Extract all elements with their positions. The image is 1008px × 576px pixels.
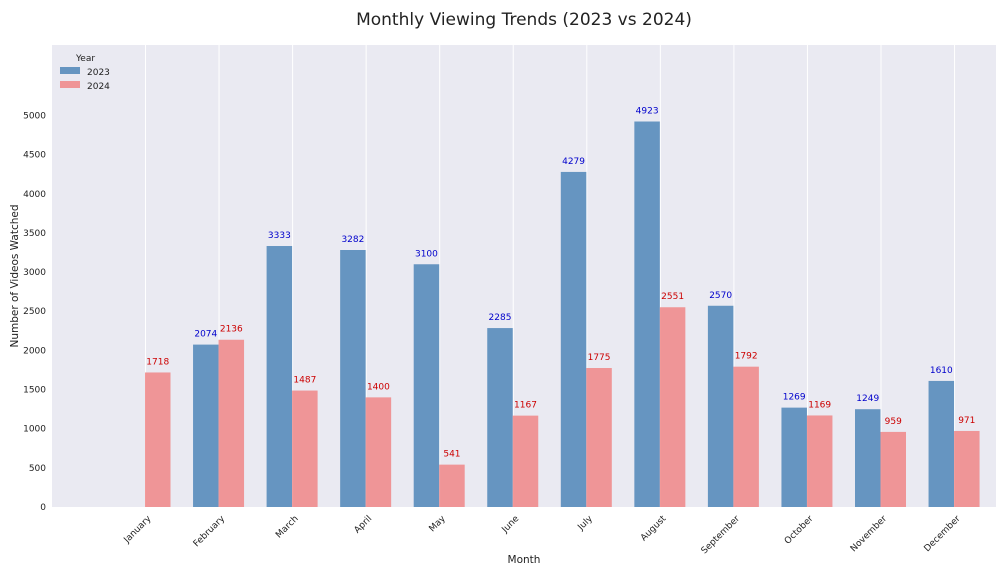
bar-value-label: 541 xyxy=(443,450,460,460)
bar-value-label: 2074 xyxy=(194,330,217,340)
bar-2024-april xyxy=(365,397,392,507)
bar-2023-july xyxy=(560,171,587,507)
y-tick-label: 3000 xyxy=(23,268,46,278)
bar-value-label: 3333 xyxy=(268,231,291,241)
bar-2024-november xyxy=(880,431,906,507)
bar-2024-june xyxy=(512,415,539,507)
bar-value-label: 1249 xyxy=(856,394,879,404)
bar-value-label: 1169 xyxy=(808,400,831,410)
legend-title: Year xyxy=(75,54,95,64)
bar-value-label: 2570 xyxy=(709,291,732,301)
y-tick-label: 1500 xyxy=(23,386,46,396)
bar-value-label: 4923 xyxy=(636,107,659,117)
bar-value-label: 3282 xyxy=(341,235,364,245)
chart-title: Monthly Viewing Trends (2023 vs 2024) xyxy=(356,10,692,30)
bar-value-label: 2551 xyxy=(661,292,684,302)
legend-swatch-2024 xyxy=(60,81,80,88)
y-tick-label: 3500 xyxy=(23,229,46,239)
x-axis-label: Month xyxy=(508,554,541,566)
bar-2023-october xyxy=(781,407,807,507)
bar-2023-may xyxy=(413,264,440,507)
bar-2023-august xyxy=(634,121,660,508)
bar-value-label: 971 xyxy=(958,416,975,426)
bar-value-label: 1775 xyxy=(588,353,611,363)
bar-2024-december xyxy=(954,430,980,507)
bar-value-labels: 2074 3333 3282 3100 2285 4279 4923 2570 1269 1249… xyxy=(146,107,975,460)
y-axis-label: Number of Videos Watched xyxy=(9,204,21,347)
bar-value-label: 3100 xyxy=(415,249,438,259)
bar-2024-march xyxy=(292,390,318,507)
bar-2024-february xyxy=(218,339,245,507)
y-tick-label: 4000 xyxy=(23,190,46,200)
y-axis-ticks: 0 500 1000 1500 2000 2500 3000 3500 4000 4500 5000 xyxy=(23,111,46,513)
y-tick-label: 5000 xyxy=(23,111,46,121)
bar-2023-december xyxy=(928,380,955,507)
bar-value-label: 2136 xyxy=(220,325,243,335)
y-tick-label: 2000 xyxy=(23,346,46,356)
bar-value-label: 1792 xyxy=(735,352,758,362)
y-tick-label: 1000 xyxy=(23,425,46,435)
bar-value-label: 1718 xyxy=(146,357,169,367)
y-tick-label: 0 xyxy=(40,503,46,513)
y-tick-label: 500 xyxy=(29,464,46,474)
bar-2023-april xyxy=(340,250,366,507)
bar-value-label: 1269 xyxy=(783,393,806,403)
bar-2024-may xyxy=(439,464,465,507)
bar-value-label: 1167 xyxy=(514,401,537,411)
y-tick-label: 2500 xyxy=(23,307,46,317)
legend-swatch-2023 xyxy=(60,67,80,74)
bar-2024-january xyxy=(145,372,171,507)
bar-2023-november xyxy=(855,409,881,507)
bar-value-label: 1400 xyxy=(367,382,390,392)
bars xyxy=(145,121,980,508)
bar-2024-september xyxy=(733,366,759,507)
bar-value-label: 2285 xyxy=(489,313,512,323)
bar-value-label: 959 xyxy=(885,417,902,427)
legend-label-2024: 2024 xyxy=(87,82,110,92)
bar-2024-october xyxy=(806,415,833,507)
y-tick-label: 4500 xyxy=(23,151,46,161)
bar-value-label: 1610 xyxy=(930,366,953,376)
legend-label-2023: 2023 xyxy=(87,68,110,78)
legend: Year 2023 2024 xyxy=(60,54,110,92)
bar-2024-august xyxy=(659,307,686,507)
bar-2023-september xyxy=(707,305,734,507)
bar-value-label: 4279 xyxy=(562,157,585,167)
bar-value-label: 1487 xyxy=(293,376,316,386)
bar-2024-july xyxy=(586,368,612,507)
bar-2023-february xyxy=(193,344,219,507)
bar-2023-june xyxy=(487,328,513,507)
bar-2023-march xyxy=(266,246,293,507)
